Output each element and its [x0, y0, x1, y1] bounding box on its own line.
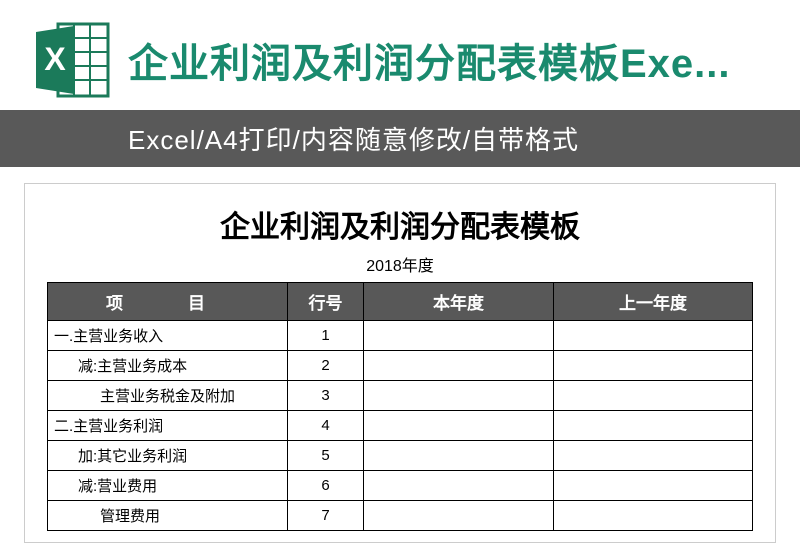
previous-cell — [554, 471, 753, 501]
page-title: 企业利润及利润分配表模板Exe... — [128, 31, 731, 89]
rownum-cell: 7 — [288, 501, 364, 531]
table-row: 二.主营业务利润4 — [48, 411, 753, 441]
previous-cell — [554, 411, 753, 441]
table-row: 管理费用7 — [48, 501, 753, 531]
document-title: 企业利润及利润分配表模板 — [47, 202, 753, 246]
current-cell — [364, 471, 554, 501]
item-cell: 加:其它业务利润 — [48, 441, 288, 471]
current-cell — [364, 441, 554, 471]
previous-cell — [554, 321, 753, 351]
rownum-cell: 1 — [288, 321, 364, 351]
rownum-cell: 4 — [288, 411, 364, 441]
subtitle-bar: Excel/A4打印/内容随意修改/自带格式 — [0, 110, 800, 167]
rownum-cell: 5 — [288, 441, 364, 471]
col-header-current: 本年度 — [364, 283, 554, 321]
item-cell: 二.主营业务利润 — [48, 411, 288, 441]
table-row: 减:主营业务成本2 — [48, 351, 753, 381]
profit-table: 项 目 行号 本年度 上一年度 一.主营业务收入1减:主营业务成本2主营业务税金… — [47, 282, 753, 531]
current-cell — [364, 411, 554, 441]
current-cell — [364, 501, 554, 531]
previous-cell — [554, 501, 753, 531]
col-header-item: 项 目 — [48, 283, 288, 321]
current-cell — [364, 381, 554, 411]
item-cell: 管理费用 — [48, 501, 288, 531]
current-cell — [364, 321, 554, 351]
table-row: 主营业务税金及附加3 — [48, 381, 753, 411]
excel-file-icon: X — [30, 18, 114, 102]
table-row: 加:其它业务利润5 — [48, 441, 753, 471]
rownum-cell: 6 — [288, 471, 364, 501]
table-row: 一.主营业务收入1 — [48, 321, 753, 351]
col-header-rownum: 行号 — [288, 283, 364, 321]
table-row: 减:营业费用6 — [48, 471, 753, 501]
col-header-previous: 上一年度 — [554, 283, 753, 321]
previous-cell — [554, 441, 753, 471]
item-cell: 一.主营业务收入 — [48, 321, 288, 351]
item-cell: 减:营业费用 — [48, 471, 288, 501]
rownum-cell: 3 — [288, 381, 364, 411]
item-cell: 主营业务税金及附加 — [48, 381, 288, 411]
previous-cell — [554, 381, 753, 411]
rownum-cell: 2 — [288, 351, 364, 381]
item-cell: 减:主营业务成本 — [48, 351, 288, 381]
document-preview: 企业利润及利润分配表模板 2018年度 项 目 行号 本年度 上一年度 一.主营… — [24, 183, 776, 543]
current-cell — [364, 351, 554, 381]
svg-text:X: X — [44, 41, 66, 77]
header-bar: X 企业利润及利润分配表模板Exe... — [0, 0, 800, 110]
previous-cell — [554, 351, 753, 381]
document-year: 2018年度 — [47, 252, 753, 276]
